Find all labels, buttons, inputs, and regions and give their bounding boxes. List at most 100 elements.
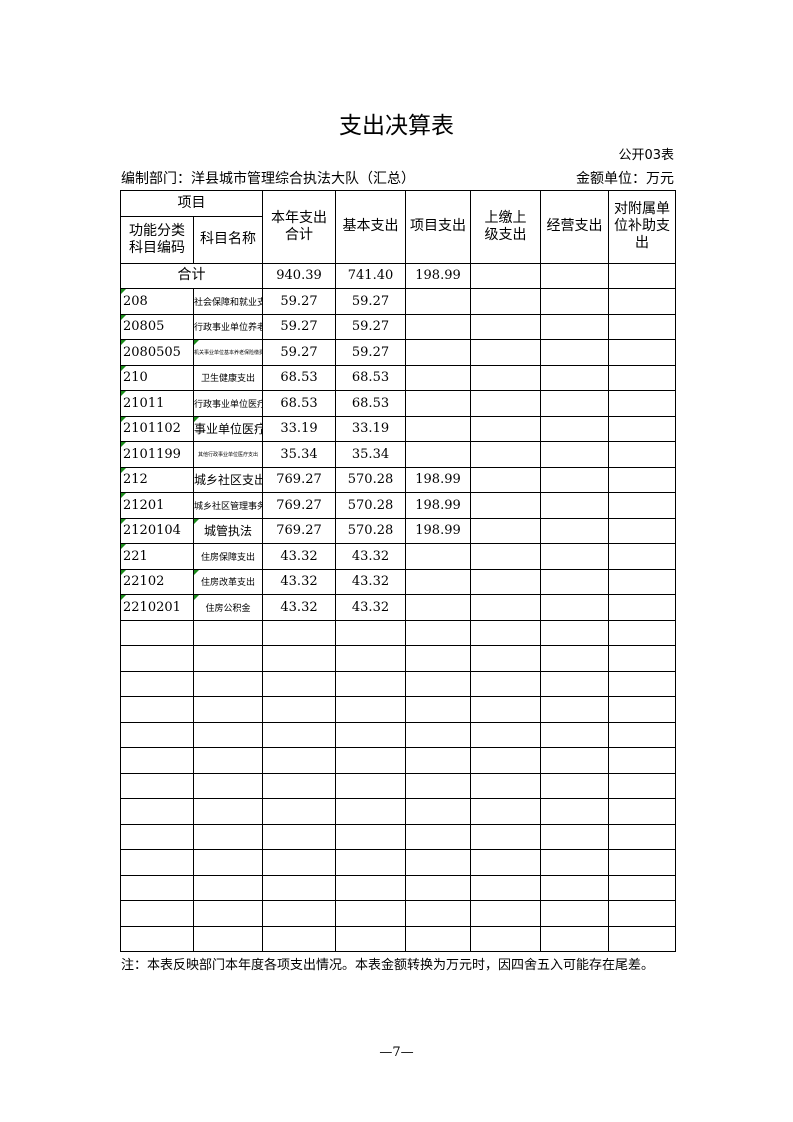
subject-name: 卫生健康支出: [193, 364, 263, 391]
basic-value: 33.19: [335, 415, 406, 442]
subject-name: 城乡社区管理事务: [193, 492, 263, 519]
subject-name: 机关事业单位基本养老保险缴费支出: [193, 339, 263, 366]
basic-value: 59.27: [335, 313, 406, 340]
table-row: 212 城乡社区支出 769.27 570.28 198.99: [120, 466, 676, 493]
table-row: 208 社会保障和就业支出 59.27 59.27: [120, 288, 676, 315]
amount-unit: 金额单位：万元: [576, 171, 674, 187]
empty-row: [120, 772, 676, 799]
header-subsidy: 对附属单位补助支出: [608, 190, 676, 264]
empty-row: [120, 874, 676, 901]
basic-value: 43.32: [335, 594, 406, 621]
header-item: 项目: [120, 190, 263, 217]
total-value: 59.27: [262, 313, 336, 340]
subject-code: 210: [120, 364, 194, 391]
subject-name: 事业单位医疗: [193, 415, 263, 442]
subject-name: 行政事业单位医疗: [193, 390, 263, 417]
empty-row: [120, 747, 676, 774]
project-value: [405, 594, 471, 621]
subject-name: 住房保障支出: [193, 543, 263, 570]
table-row: 2120104 城管执法 769.27 570.28 198.99: [120, 517, 676, 544]
total-value: 43.32: [262, 594, 336, 621]
project-value: [405, 568, 471, 595]
subject-name: 城管执法: [193, 517, 263, 544]
subject-name: 社会保障和就业支出: [193, 288, 263, 315]
basic-value: 35.34: [335, 441, 406, 468]
subject-name: 行政事业单位养老支出: [193, 313, 263, 340]
table-row: 21011 行政事业单位医疗 68.53 68.53: [120, 390, 676, 417]
basic-value: 59.27: [335, 288, 406, 315]
total-value: 769.27: [262, 492, 336, 519]
empty-row: [120, 900, 676, 927]
project-value: [405, 390, 471, 417]
subject-code: 2210201: [120, 594, 194, 621]
total-value: 769.27: [262, 517, 336, 544]
subject-code: 2101199: [120, 441, 194, 468]
project-value: [405, 364, 471, 391]
table-row: 21201 城乡社区管理事务 769.27 570.28 198.99: [120, 492, 676, 519]
page-title: 支出决算表: [339, 113, 454, 139]
sum-label: 合计: [120, 262, 263, 289]
total-value: 59.27: [262, 339, 336, 366]
subject-code: 212: [120, 466, 194, 493]
empty-row: [120, 696, 676, 723]
table-row: 210 卫生健康支出 68.53 68.53: [120, 364, 676, 391]
empty-row: [120, 823, 676, 850]
project-value: [405, 313, 471, 340]
subject-code: 21011: [120, 390, 194, 417]
sum-basic: 741.40: [335, 262, 406, 289]
total-value: 43.32: [262, 568, 336, 595]
basic-value: 59.27: [335, 339, 406, 366]
table-code: 公开03表: [618, 148, 674, 163]
total-value: 59.27: [262, 288, 336, 315]
footnote: 注：本表反映部门本年度各项支出情况。本表金额转换为万元时，因四舍五入可能存在尾差…: [121, 958, 655, 973]
subject-code: 2120104: [120, 517, 194, 544]
subject-code: 21201: [120, 492, 194, 519]
subject-code: 22102: [120, 568, 194, 595]
subject-name: 住房改革支出: [193, 568, 263, 595]
department: 编制部门：洋县城市管理综合执法大队（汇总）: [121, 171, 415, 187]
basic-value: 68.53: [335, 390, 406, 417]
total-value: 35.34: [262, 441, 336, 468]
project-value: 198.99: [405, 466, 471, 493]
basic-value: 68.53: [335, 364, 406, 391]
project-value: [405, 288, 471, 315]
total-value: 68.53: [262, 390, 336, 417]
total-value: 43.32: [262, 543, 336, 570]
empty-row: [120, 619, 676, 646]
empty-row: [120, 925, 676, 952]
subject-code: 2080505: [120, 339, 194, 366]
empty-row: [120, 849, 676, 876]
empty-row: [120, 721, 676, 748]
header-name: 科目名称: [193, 215, 263, 264]
header-business: 经营支出: [540, 190, 609, 264]
project-value: [405, 441, 471, 468]
sum-total: 940.39: [262, 262, 336, 289]
table-row: 2210201 住房公积金 43.32 43.32: [120, 594, 676, 621]
header-code: 功能分类科目编码: [120, 215, 194, 264]
table-row: 221 住房保障支出 43.32 43.32: [120, 543, 676, 570]
subject-name: 城乡社区支出: [193, 466, 263, 493]
subject-code: 2101102: [120, 415, 194, 442]
basic-value: 570.28: [335, 492, 406, 519]
sum-row: 合计 940.39 741.40 198.99: [120, 262, 676, 289]
sum-project: 198.99: [405, 262, 471, 289]
table-row: 22102 住房改革支出 43.32 43.32: [120, 568, 676, 595]
header-total: 本年支出合计: [262, 190, 336, 264]
table-row: 2101199 其他行政事业单位医疗支出 35.34 35.34: [120, 441, 676, 468]
subject-code: 221: [120, 543, 194, 570]
project-value: 198.99: [405, 492, 471, 519]
subject-name: 其他行政事业单位医疗支出: [193, 441, 263, 468]
empty-row: [120, 645, 676, 672]
project-value: [405, 339, 471, 366]
basic-value: 570.28: [335, 517, 406, 544]
total-value: 33.19: [262, 415, 336, 442]
project-value: [405, 543, 471, 570]
total-value: 68.53: [262, 364, 336, 391]
subject-code: 20805: [120, 313, 194, 340]
project-value: 198.99: [405, 517, 471, 544]
table-row: 20805 行政事业单位养老支出 59.27 59.27: [120, 313, 676, 340]
basic-value: 43.32: [335, 543, 406, 570]
header-project: 项目支出: [405, 190, 471, 264]
table-row: 2101102 事业单位医疗 33.19 33.19: [120, 415, 676, 442]
